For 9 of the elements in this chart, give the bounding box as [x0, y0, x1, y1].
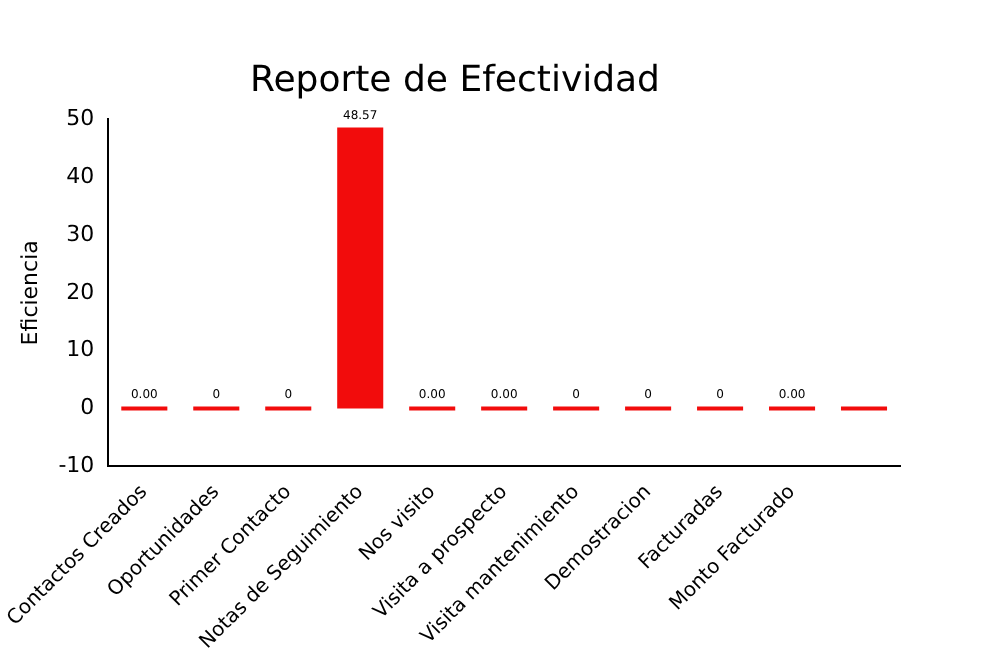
y-axis-title: Eficiencia — [16, 240, 43, 346]
y-tick-label: 50 — [66, 104, 95, 131]
chart-title: Reporte de Efectividad — [250, 58, 660, 101]
y-tick-label: 40 — [66, 162, 95, 189]
y-tick-label: -10 — [58, 452, 95, 479]
y-tick-label: 0 — [80, 394, 95, 421]
y-tick-label: 20 — [66, 278, 95, 305]
y-tick-label: 30 — [66, 220, 95, 247]
y-tick-label: 10 — [66, 336, 95, 363]
